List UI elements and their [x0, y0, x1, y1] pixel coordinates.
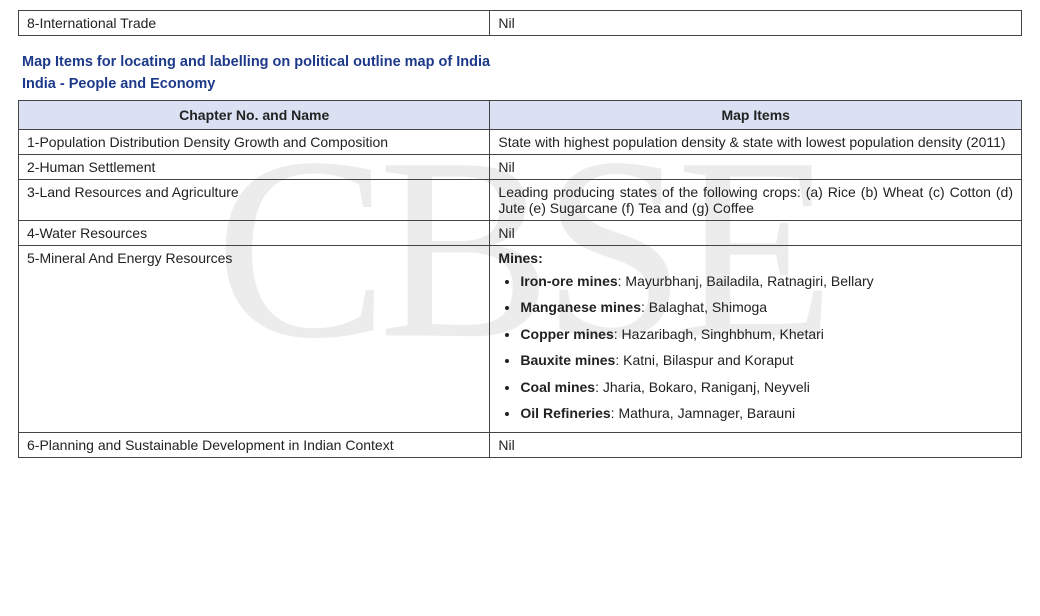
page-content: 8-International TradeNil Map Items for l…: [18, 10, 1022, 458]
list-item: Copper mines: Hazaribagh, Singhbhum, Khe…: [520, 323, 1013, 345]
section-subtitle: India - People and Economy: [22, 76, 1022, 92]
cell-map-items: Nil: [490, 221, 1022, 246]
table-row: 3-Land Resources and AgricultureLeading …: [19, 180, 1022, 221]
cell-chapter: 4-Water Resources: [19, 221, 490, 246]
cell-chapter: 2-Human Settlement: [19, 155, 490, 180]
cell-map-items: Nil: [490, 155, 1022, 180]
list-item: Manganese mines: Balaghat, Shimoga: [520, 296, 1013, 318]
mine-label: Copper mines: [520, 326, 613, 342]
cell-chapter: 8-International Trade: [19, 11, 490, 36]
mine-label: Bauxite mines: [520, 352, 615, 368]
mine-value: : Jharia, Bokaro, Raniganj, Neyveli: [595, 379, 810, 395]
cell-chapter: 5-Mineral And Energy Resources: [19, 246, 490, 433]
cell-map-items: Mines: Iron-ore mines: Mayurbhanj, Bailad…: [490, 246, 1022, 433]
list-item: Bauxite mines: Katni, Bilaspur and Korap…: [520, 349, 1013, 371]
cell-map-items: Nil: [490, 433, 1022, 458]
main-table: Chapter No. and Name Map Items 1-Populat…: [18, 100, 1022, 458]
table-row: 8-International TradeNil: [19, 11, 1022, 36]
cell-map-items: Leading producing states of the followin…: [490, 180, 1022, 221]
mine-value: : Katni, Bilaspur and Koraput: [615, 352, 793, 368]
cell-chapter: 6-Planning and Sustainable Development i…: [19, 433, 490, 458]
mine-value: : Mathura, Jamnager, Barauni: [611, 405, 795, 421]
header-chapter: Chapter No. and Name: [19, 101, 490, 130]
table-row: 6-Planning and Sustainable Development i…: [19, 433, 1022, 458]
cell-chapter: 1-Population Distribution Density Growth…: [19, 130, 490, 155]
table-header-row: Chapter No. and Name Map Items: [19, 101, 1022, 130]
cell-chapter: 3-Land Resources and Agriculture: [19, 180, 490, 221]
list-item: Oil Refineries: Mathura, Jamnager, Barau…: [520, 402, 1013, 424]
list-item: Iron-ore mines: Mayurbhanj, Bailadila, R…: [520, 270, 1013, 292]
mine-value: : Mayurbhanj, Bailadila, Ratnagiri, Bell…: [618, 273, 874, 289]
section-title: Map Items for locating and labelling on …: [22, 54, 1022, 70]
list-item: Coal mines: Jharia, Bokaro, Raniganj, Ne…: [520, 376, 1013, 398]
mine-value: : Balaghat, Shimoga: [641, 299, 767, 315]
header-map-items: Map Items: [490, 101, 1022, 130]
mines-list: Iron-ore mines: Mayurbhanj, Bailadila, R…: [498, 270, 1013, 424]
mine-label: Coal mines: [520, 379, 595, 395]
mine-label: Oil Refineries: [520, 405, 610, 421]
mine-label: Manganese mines: [520, 299, 641, 315]
table-row: 4-Water ResourcesNil: [19, 221, 1022, 246]
table-row: 5-Mineral And Energy Resources Mines: Iron…: [19, 246, 1022, 433]
cell-map-items: State with highest population density & …: [490, 130, 1022, 155]
mines-heading: Mines:: [498, 250, 1013, 266]
table-row: 1-Population Distribution Density Growth…: [19, 130, 1022, 155]
mine-label: Iron-ore mines: [520, 273, 617, 289]
table-row: 2-Human SettlementNil: [19, 155, 1022, 180]
top-table: 8-International TradeNil: [18, 10, 1022, 36]
cell-map-items: Nil: [490, 11, 1022, 36]
mine-value: : Hazaribagh, Singhbhum, Khetari: [614, 326, 824, 342]
